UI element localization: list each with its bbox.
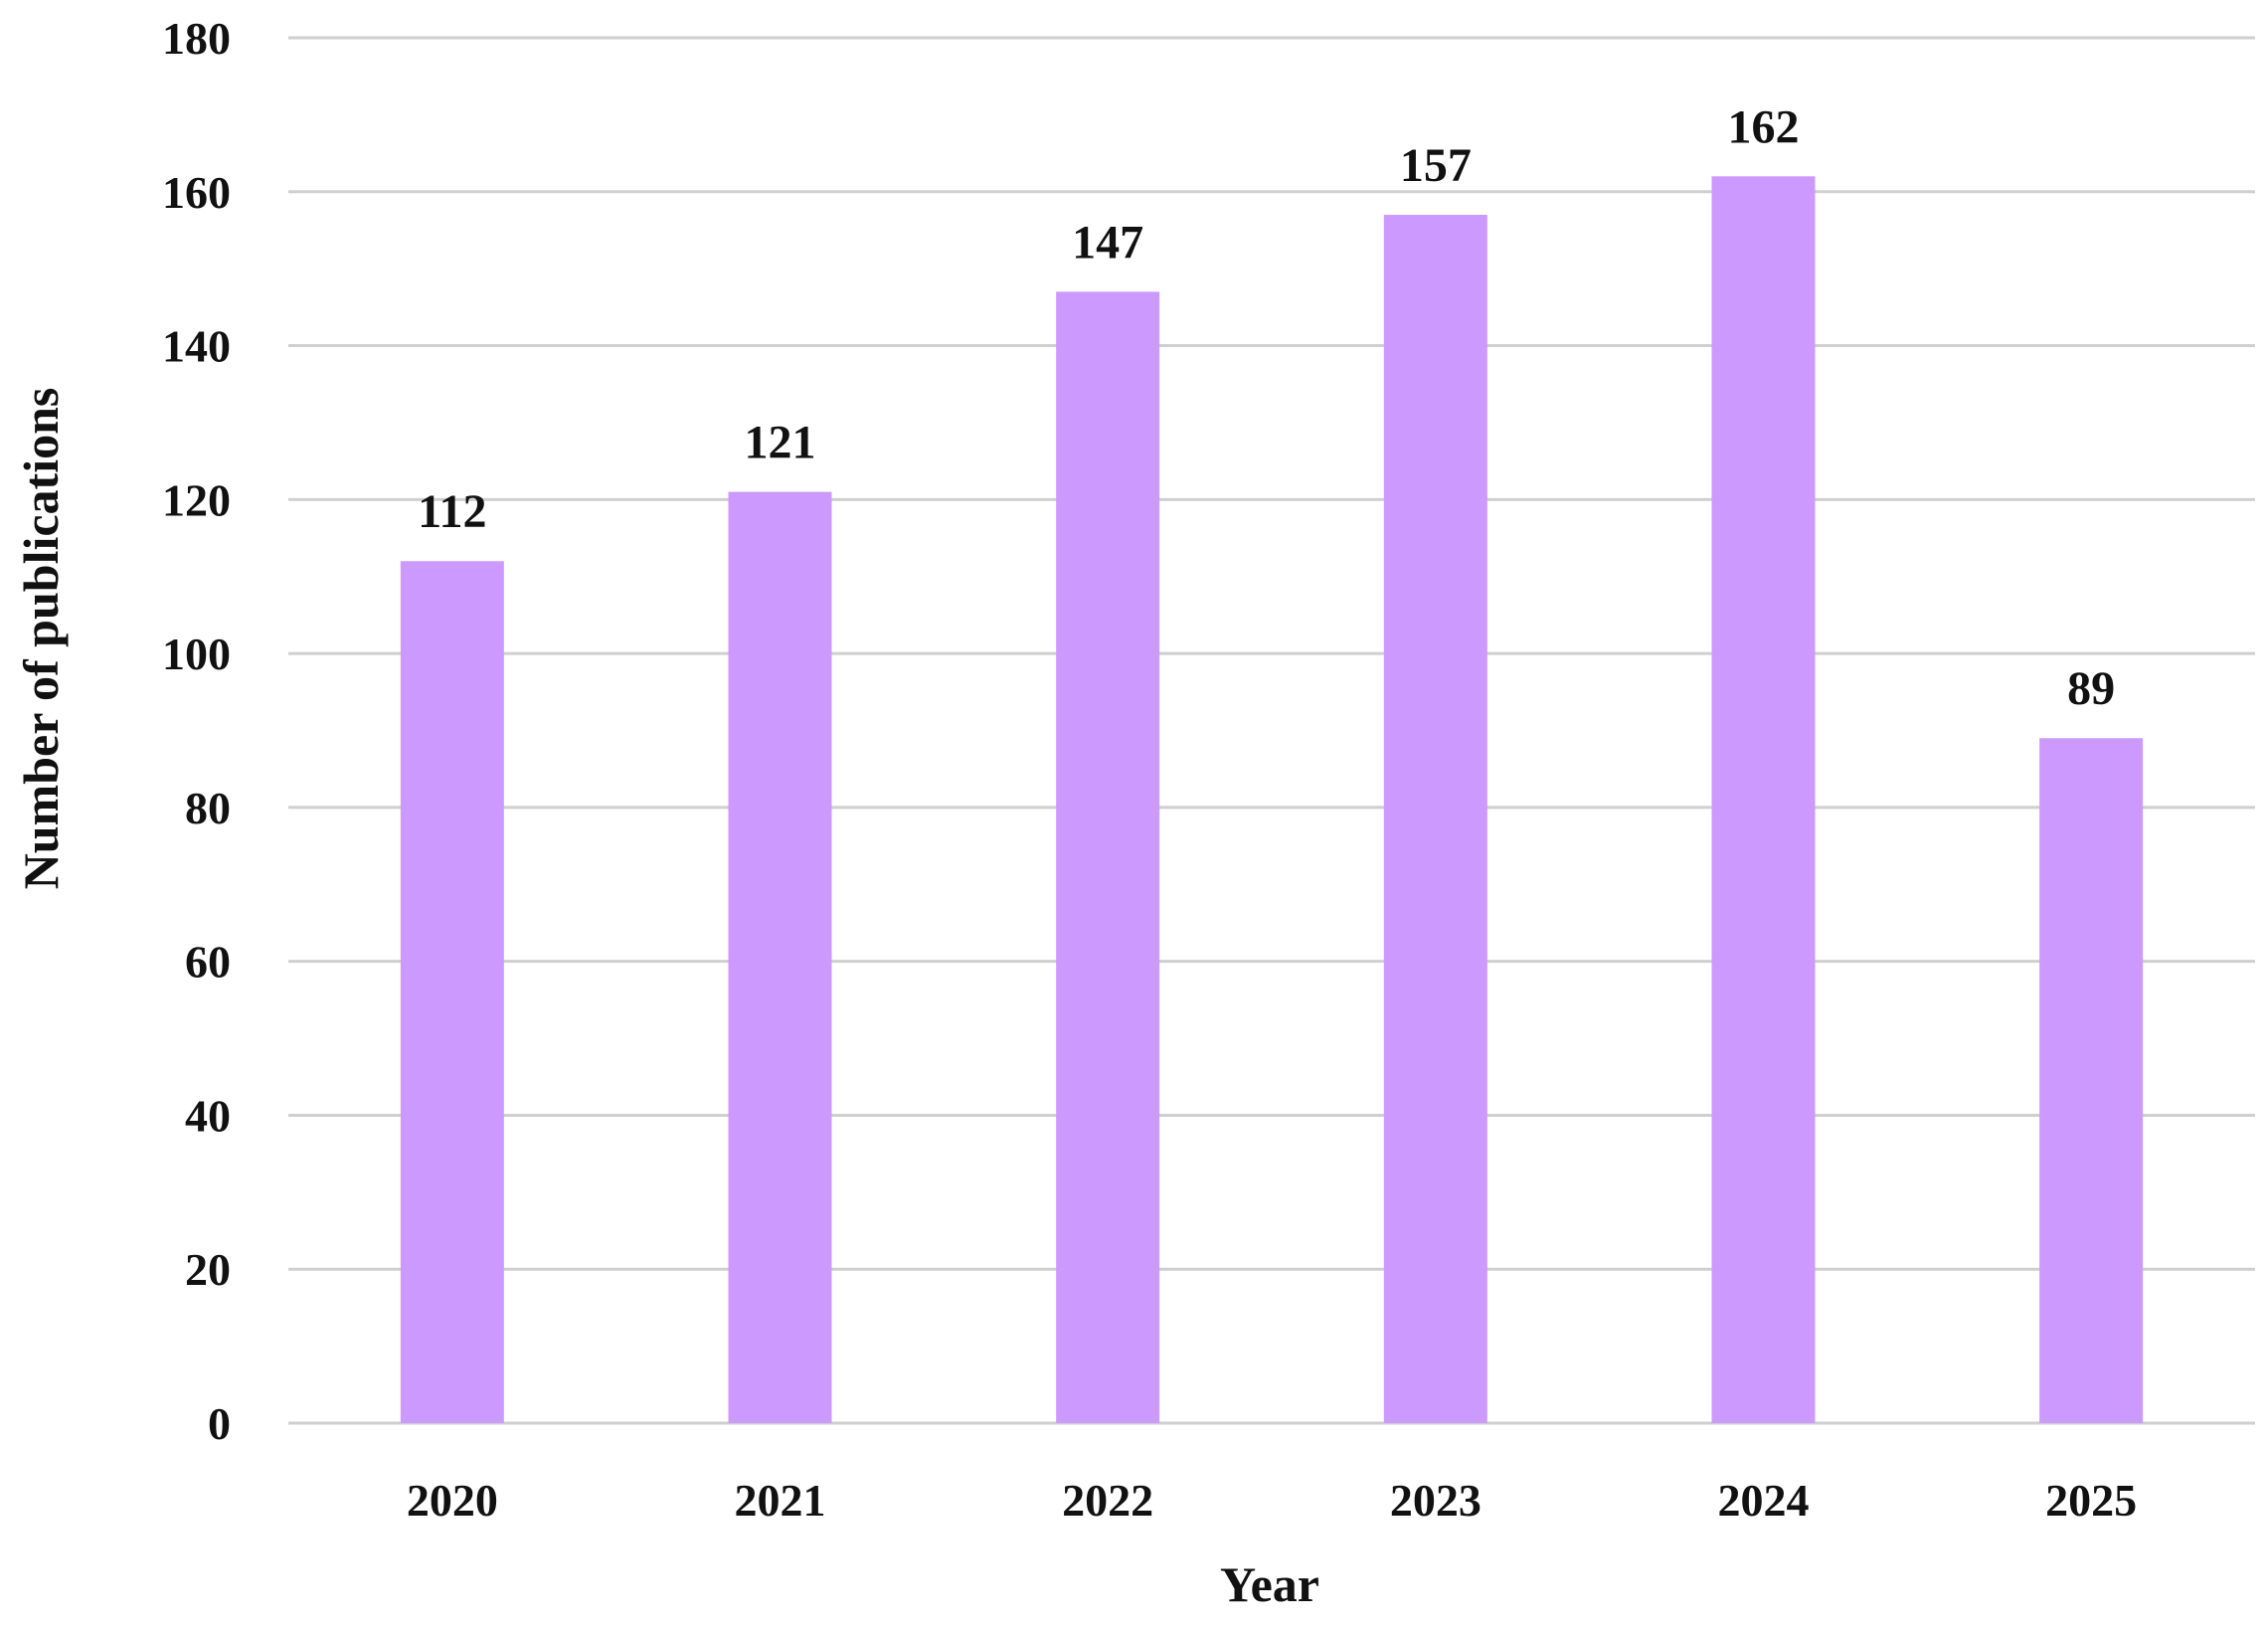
x-tick-label-2022: 2022	[1062, 1475, 1153, 1526]
gridlines	[288, 36, 2255, 1425]
data-label-2022: 147	[1072, 216, 1143, 269]
x-tick-label-2021: 2021	[735, 1475, 826, 1526]
y-tick-label-0: 0	[208, 1398, 231, 1449]
bar-2020	[400, 561, 504, 1423]
y-tick-label-20: 20	[185, 1244, 231, 1295]
data-label-2024: 162	[1728, 100, 1800, 153]
data-label-2023: 157	[1400, 139, 1472, 192]
y-tick-label-180: 180	[162, 13, 231, 64]
data-label-2021: 121	[745, 417, 816, 469]
x-tick-labels: 2020 2021 2022 2023 2024 2025	[407, 1475, 2137, 1526]
x-tick-label-2023: 2023	[1390, 1475, 1482, 1526]
y-tick-label-160: 160	[162, 167, 231, 218]
data-label-2025: 89	[2067, 662, 2115, 715]
y-tick-label-60: 60	[185, 937, 231, 988]
data-label-2020: 112	[418, 485, 486, 538]
x-tick-label-2025: 2025	[2045, 1475, 2137, 1526]
y-tick-label-100: 100	[162, 629, 231, 679]
y-tick-label-80: 80	[185, 783, 231, 833]
data-labels: 112 121 147 157 162 89	[418, 100, 2115, 715]
bar-2025	[2039, 738, 2144, 1423]
x-tick-label-2020: 2020	[407, 1475, 498, 1526]
y-tick-label-40: 40	[185, 1090, 231, 1141]
y-tick-labels: 0 20 40 60 80 100 120 140 160 180	[162, 13, 231, 1449]
y-tick-label-140: 140	[162, 321, 231, 372]
bar-2021	[728, 491, 832, 1423]
bar-2024	[1711, 176, 1816, 1423]
y-tick-label-120: 120	[162, 474, 231, 525]
bar-2023	[1383, 214, 1487, 1424]
x-axis-title: Year	[1220, 1556, 1319, 1612]
bar-2022	[1056, 291, 1160, 1424]
bars	[400, 176, 2144, 1424]
x-tick-label-2024: 2024	[1718, 1475, 1810, 1526]
y-axis-title: Number of publications	[13, 388, 69, 890]
